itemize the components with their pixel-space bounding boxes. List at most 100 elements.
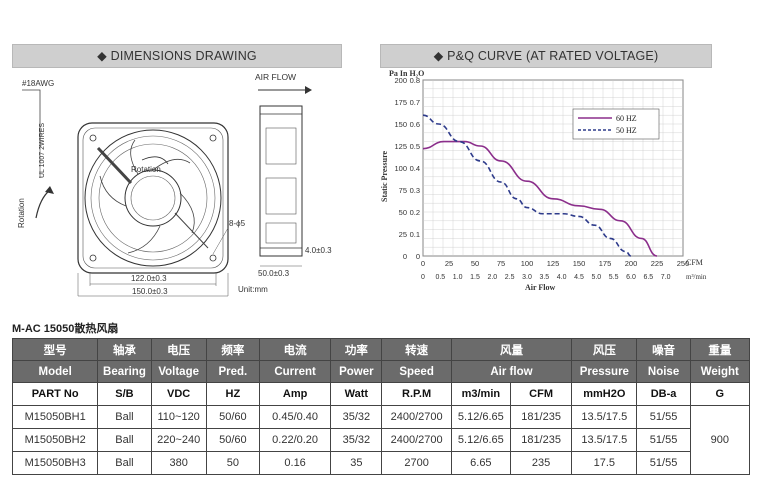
wire-label: #18AWG xyxy=(22,79,54,88)
x-tick-label-m3: 3.0 xyxy=(522,274,532,281)
y-tick-label: 150 xyxy=(394,120,407,129)
cell-airflow-m3: 6.65 xyxy=(450,451,511,475)
legend: 60 HZ 50 HZ xyxy=(572,108,660,140)
col-noise-cn: 噪音 xyxy=(636,338,691,361)
x-top-unit: CFM xyxy=(686,258,703,267)
rotation-side-label: Rotation xyxy=(17,198,26,228)
col-model-cn: 型号 xyxy=(11,338,99,361)
y-tick-label-inh2o: 0.6 xyxy=(410,120,420,129)
x-tick-label-m3: 6.5 xyxy=(643,274,653,281)
x-tick-label-cfm: 225 xyxy=(651,259,664,268)
x-tick-label-m3: 5.5 xyxy=(609,274,619,281)
col-power-cn: 功率 xyxy=(330,338,383,361)
pq-chart: Pa In H₂O Static Pressure 0 025 0.150 0.275… xyxy=(380,69,707,292)
cell-current: 0.45/0.40 xyxy=(258,405,332,429)
y-tick-label: 200 xyxy=(394,76,407,85)
col-voltage-cn: 电压 xyxy=(150,338,207,361)
cell-voltage: 110~120 xyxy=(150,405,207,429)
cell-airflow-cfm: 235 xyxy=(509,451,573,475)
cell-voltage: 380 xyxy=(150,451,207,475)
unit-cell: m3/min xyxy=(450,382,511,406)
product-title: M-AC 15050散热风扇 xyxy=(12,323,119,335)
cell-freq: 50/60 xyxy=(205,428,260,452)
col-weight-cn: 重量 xyxy=(689,338,751,361)
cell-current: 0.22/0.20 xyxy=(258,428,332,452)
unit-cell: DB-a xyxy=(636,382,691,406)
col-weight-en: Weight xyxy=(689,360,751,383)
cell-noise: 51/55 xyxy=(636,405,691,429)
y-tick-label: 50 xyxy=(399,208,407,217)
y-tick-label: 25 xyxy=(399,230,407,239)
y-tick-label: 175 xyxy=(394,98,407,107)
hole-label: 8-ϕ5 xyxy=(229,219,246,228)
col-airflow-en: Air flow xyxy=(450,360,573,383)
x-tick-label-cfm: 100 xyxy=(521,259,534,268)
x-tick-label-cfm: 0 xyxy=(421,259,425,268)
cell-part-no: M15050BH3 xyxy=(11,451,99,475)
cell-pressure: 17.5 xyxy=(571,451,638,475)
cell-airflow-m3: 5.12/6.65 xyxy=(450,405,511,429)
col-pressure-en: Pressure xyxy=(571,360,638,383)
unit-cell: CFM xyxy=(509,382,573,406)
unit-cell: S/B xyxy=(97,382,152,406)
series-line-50hz xyxy=(422,114,632,257)
col-freq-cn: 频率 xyxy=(205,338,260,361)
y-tick-label-inh2o: 0.1 xyxy=(410,230,420,239)
rotation-side-arrowhead xyxy=(45,186,54,194)
cell-speed: 2400/2700 xyxy=(381,405,452,429)
col-noise-en: Noise xyxy=(636,360,691,383)
y-tick-label-inh2o: 0.8 xyxy=(410,76,420,85)
col-speed-en: Speed xyxy=(381,360,452,383)
grid xyxy=(422,79,684,257)
fan-side-view xyxy=(259,105,303,257)
x-tick-label-m3: 6.0 xyxy=(626,274,636,281)
dim-150-label: 150.0±0.3 xyxy=(132,287,168,296)
fan-front-view xyxy=(77,122,229,274)
x-tick-label-m3: 4.0 xyxy=(557,274,567,281)
cell-freq: 50 xyxy=(205,451,260,475)
unit-label: Unit:mm xyxy=(238,285,268,294)
x-tick-label-cfm: 175 xyxy=(599,259,612,268)
cell-part-no: M15050BH2 xyxy=(11,428,99,452)
cell-power: 35/32 xyxy=(330,405,383,429)
x-tick-label-m3: 2.0 xyxy=(487,274,497,281)
y-tick-label-inh2o: 0.7 xyxy=(410,98,420,107)
airflow-label: AIR FLOW xyxy=(255,72,296,82)
y-tick-label-inh2o: 0 xyxy=(416,252,420,261)
dim-4-label: 4.0±0.3 xyxy=(305,246,332,255)
col-airflow-cn: 风量 xyxy=(450,338,573,361)
y-tick-label-inh2o: 0.4 xyxy=(410,164,420,173)
x-tick-label-cfm: 150 xyxy=(573,259,586,268)
x-axis-label: Air Flow xyxy=(525,283,556,292)
cell-pressure: 13.5/17.5 xyxy=(571,428,638,452)
x-tick-label-m3: 7.0 xyxy=(661,274,671,281)
x-tick-label-m3: 2.5 xyxy=(505,274,515,281)
cell-part-no: M15050BH1 xyxy=(11,405,99,429)
cell-pressure: 13.5/17.5 xyxy=(571,405,638,429)
header-row-en: Model Bearing Voltage Pred. Current Powe… xyxy=(11,360,751,383)
cell-speed: 2700 xyxy=(381,451,452,475)
cell-speed: 2400/2700 xyxy=(381,428,452,452)
x-tick-label-m3: 1.5 xyxy=(470,274,480,281)
unit-cell: PART No xyxy=(11,382,99,406)
x-tick-label-cfm: 50 xyxy=(471,259,479,268)
cell-power: 35/32 xyxy=(330,428,383,452)
cell-bearing: Ball xyxy=(97,451,152,475)
dimensions-drawing: #18AWG UL 1007 2WIRES Rotation Rotation xyxy=(17,72,332,297)
cell-noise: 51/55 xyxy=(636,428,691,452)
x-tick-label-cfm: 125 xyxy=(547,259,560,268)
x-tick-label-m3: 4.5 xyxy=(574,274,584,281)
y-tick-label: 100 xyxy=(394,164,407,173)
col-speed-cn: 转速 xyxy=(381,338,452,361)
cell-voltage: 220~240 xyxy=(150,428,207,452)
wire-lead-line xyxy=(22,89,41,148)
table-row: M15050BH1 Ball 110~120 50/60 0.45/0.40 3… xyxy=(11,405,751,475)
unit-cell: G xyxy=(689,382,751,406)
col-model-en: Model xyxy=(11,360,99,383)
x-tick-label-m3: 1.0 xyxy=(453,274,463,281)
col-voltage-en: Voltage xyxy=(150,360,207,383)
rotation-arrow xyxy=(141,156,169,165)
cell-weight: 900 xyxy=(689,405,751,475)
y-tick-label: 75 xyxy=(399,186,407,195)
legend-label-60hz: 60 HZ xyxy=(616,114,637,123)
